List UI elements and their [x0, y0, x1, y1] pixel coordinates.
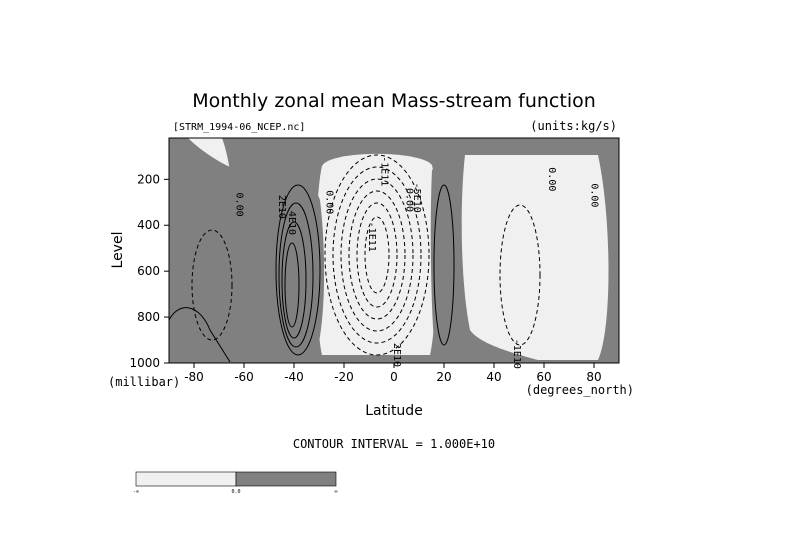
y-tick-label: 800 — [137, 310, 160, 324]
x-tick-label: -40 — [284, 370, 304, 384]
negative-region-hadley — [316, 153, 438, 355]
colorbar-label: 0.0 — [231, 489, 240, 495]
contour-label: 0.00 — [589, 183, 600, 207]
x-tick-label: -80 — [184, 370, 204, 384]
x-tick-label: 60 — [536, 370, 551, 384]
contour-label: 0.00 — [324, 190, 335, 214]
contour-label: -1E10 — [511, 339, 522, 369]
y-tick-label: 1000 — [129, 356, 160, 370]
contour-line — [364, 216, 390, 294]
x-axis: -80 -60 -40 -20 0 20 40 60 80 — [184, 363, 602, 384]
chart-title: Monthly zonal mean Mass-stream function — [192, 90, 596, 112]
contour-line — [324, 154, 430, 356]
x-axis-unit: (degrees_north) — [526, 383, 634, 397]
positive-region-southern-cell — [238, 177, 325, 355]
file-label: [STRM_1994-06_NCEP.nc] — [173, 122, 305, 133]
colorbar-labels: -∞ 0.0 ∞ — [133, 489, 338, 495]
contour-line — [278, 202, 314, 348]
contour-line — [281, 221, 307, 339]
colorbar-label: ∞ — [334, 489, 337, 495]
colorbar-negative-swatch — [135, 471, 237, 487]
contour-line — [433, 184, 455, 346]
colorbar-label: -∞ — [133, 489, 139, 495]
units-label: (units:kg/s) — [530, 119, 617, 133]
contour-label: -1E11 — [366, 222, 377, 252]
y-tick-label: 200 — [137, 172, 160, 186]
contour-line — [169, 307, 231, 363]
x-tick-label: 40 — [486, 370, 501, 384]
contour-line — [284, 242, 300, 328]
contour-label: 0.00 — [234, 193, 245, 217]
contour-line — [332, 166, 422, 344]
contour-label: 2E10 — [391, 343, 402, 367]
y-tick-label: 600 — [137, 264, 160, 278]
y-axis: 200 400 600 800 1000 — [129, 172, 169, 370]
x-axis-title: Latitude — [365, 403, 423, 419]
y-axis-unit: (millibar) — [108, 375, 180, 389]
negative-region-ferrel — [461, 155, 609, 360]
contour-label: -1E11 — [379, 156, 390, 186]
contour-line — [275, 184, 321, 356]
y-axis-title: Level — [110, 232, 126, 269]
contour-label: 2E10 — [276, 195, 287, 219]
contour-interval-label: CONTOUR INTERVAL = 1.000E+10 — [293, 437, 495, 451]
x-tick-label: -20 — [334, 370, 354, 384]
contour-line — [499, 204, 541, 346]
contour-line — [191, 229, 233, 341]
x-tick-label: 80 — [586, 370, 601, 384]
contour-label: -5E10 — [411, 183, 422, 213]
contour-line — [356, 202, 398, 308]
contour-line — [348, 190, 406, 320]
positive-region-top — [169, 138, 238, 362]
x-tick-label: 20 — [436, 370, 451, 384]
contour-label: 4E10 — [286, 211, 297, 235]
x-tick-label: 0 — [390, 370, 398, 384]
contour-label: 0.00 — [404, 188, 415, 212]
x-tick-label: -60 — [234, 370, 254, 384]
colorbar: -∞ 0.0 ∞ — [133, 471, 338, 495]
y-tick-label: 400 — [137, 218, 160, 232]
colorbar-positive-swatch — [235, 471, 337, 487]
contour-line — [340, 178, 414, 332]
contour-label: 0.00 — [546, 167, 557, 191]
contour-lines — [169, 154, 541, 363]
